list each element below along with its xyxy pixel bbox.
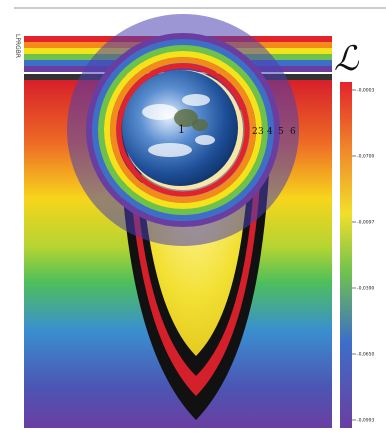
colorbar-tick-label: -0,0993 (357, 418, 375, 424)
earth-land (174, 109, 208, 131)
shell-label-4: 4 (267, 127, 273, 137)
shell-label-2: 2 (252, 127, 258, 137)
colorbar (340, 82, 352, 428)
left-column-label: LPRGBR (14, 34, 21, 58)
colorbar-tick-label: -0,0700 (357, 154, 375, 160)
earth-clouds (142, 94, 215, 157)
shell-label-1: 1 (178, 123, 185, 136)
colorbar-tick-label: -0,0650 (357, 352, 375, 358)
colorbar-tick-label: -0,0003 (357, 88, 375, 94)
shell-label-6: 6 (290, 127, 296, 137)
colorbar-tick-label: -0,0390 (357, 286, 375, 292)
shell-label-3: 3 (258, 127, 264, 137)
colorbar-ticks: -0,0003 -0,0700 -0,0097 -0,0390 -0,0650 -0,09… (352, 88, 375, 424)
concentric-shells (86, 33, 280, 227)
colorbar-symbol: ℒ (334, 39, 360, 79)
shell-label-5: 5 (278, 127, 284, 137)
colorbar-tick-label: -0,0097 (357, 220, 375, 226)
